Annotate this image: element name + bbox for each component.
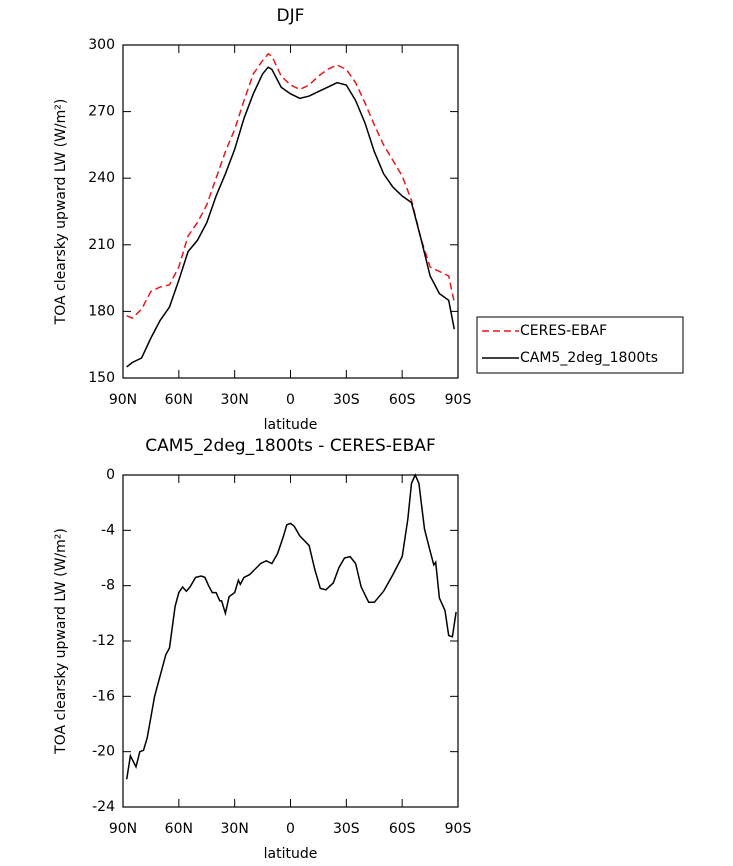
y-tick-label: 0 bbox=[106, 467, 115, 483]
y-tick-label: -24 bbox=[92, 799, 115, 815]
y-axis-label: TOA clearsky upward LW (W/m²) bbox=[53, 528, 69, 755]
x-tick-label: 0 bbox=[286, 392, 295, 408]
x-tick-label: 90S bbox=[445, 392, 472, 408]
x-axis-label: latitude bbox=[264, 846, 318, 862]
x-tick-label: 30N bbox=[221, 392, 249, 408]
x-tick-label: 30N bbox=[221, 821, 249, 837]
x-tick-label: 90N bbox=[109, 821, 137, 837]
legend-box bbox=[476, 316, 684, 374]
y-tick-label: 210 bbox=[88, 237, 115, 253]
x-tick-label: 90N bbox=[109, 392, 137, 408]
data-line bbox=[126, 52, 456, 319]
x-tick-label: 30S bbox=[333, 821, 360, 837]
y-tick-label: 300 bbox=[88, 37, 115, 53]
data-line bbox=[126, 66, 456, 368]
plot-frame bbox=[122, 474, 459, 808]
y-tick-label: 240 bbox=[88, 170, 115, 186]
y-tick-label: 150 bbox=[88, 370, 115, 386]
y-tick-label: -20 bbox=[92, 744, 115, 760]
y-tick-label: 270 bbox=[88, 104, 115, 120]
y-tick-label: 180 bbox=[88, 303, 115, 319]
x-tick-label: 60S bbox=[389, 821, 416, 837]
x-tick-label: 60N bbox=[165, 821, 193, 837]
legend-label: CAM5_2deg_1800ts bbox=[520, 350, 658, 366]
y-tick-label: -4 bbox=[101, 522, 115, 538]
x-tick-label: 60S bbox=[389, 392, 416, 408]
x-tick-label: 60N bbox=[165, 392, 193, 408]
chart-title: DJF bbox=[277, 6, 305, 26]
x-tick-label: 90S bbox=[445, 821, 472, 837]
plot-frame bbox=[122, 44, 459, 379]
chart-title: CAM5_2deg_1800ts - CERES-EBAF bbox=[145, 436, 435, 456]
x-tick-label: 30S bbox=[333, 392, 360, 408]
y-axis-label: TOA clearsky upward LW (W/m²) bbox=[53, 99, 69, 326]
data-line bbox=[125, 473, 457, 780]
x-tick-label: 0 bbox=[286, 821, 295, 837]
y-tick-label: -16 bbox=[92, 688, 115, 704]
y-tick-label: -8 bbox=[101, 578, 115, 594]
x-axis-label: latitude bbox=[264, 417, 318, 433]
y-tick-label: -12 bbox=[92, 633, 115, 649]
legend-label: CERES-EBAF bbox=[520, 323, 607, 339]
